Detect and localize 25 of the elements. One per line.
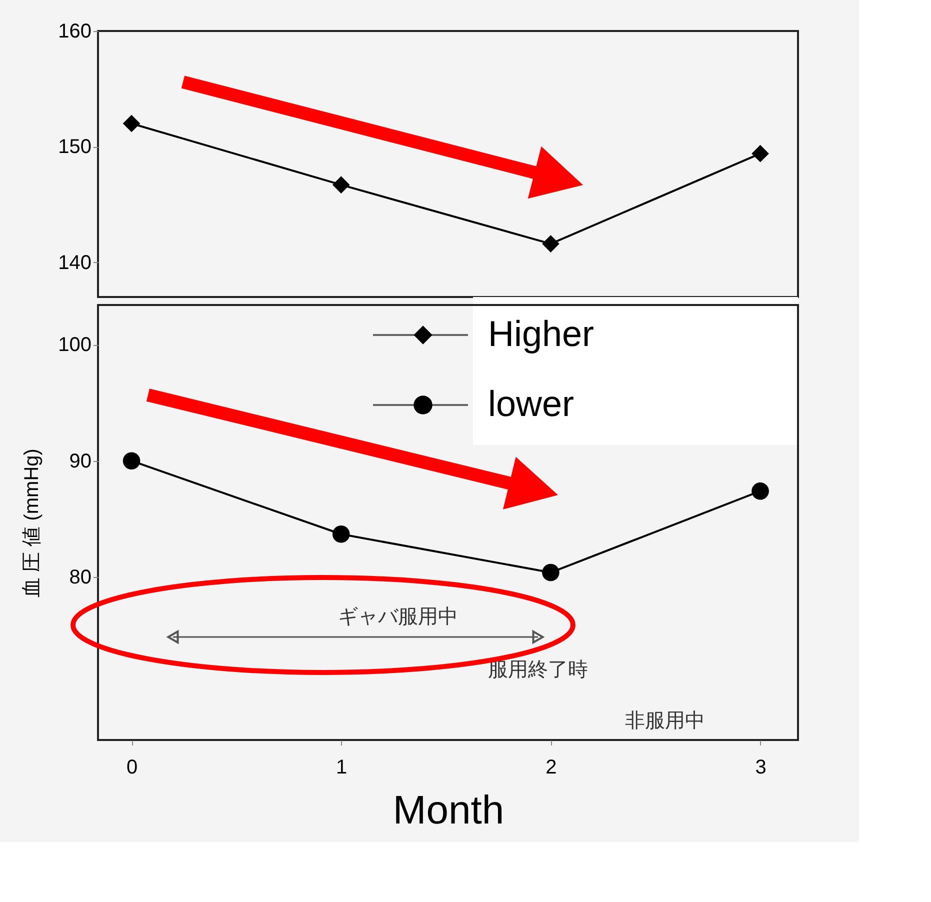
point <box>332 525 350 543</box>
point <box>122 114 140 132</box>
y-tick-label: 150 <box>58 136 92 158</box>
y-axis-title: 血 圧 値 (mmHg) <box>21 448 44 598</box>
x-tick-label: 2 <box>546 756 557 778</box>
x-tick-label: 3 <box>755 756 766 778</box>
y-tick-label: 140 <box>58 252 92 274</box>
x-axis-title: Month <box>392 788 504 832</box>
point <box>542 564 560 582</box>
legend-label: lower <box>488 383 574 424</box>
x-tick-label: 0 <box>126 756 138 778</box>
annotation: ギャバ服用中 <box>338 604 458 628</box>
point <box>122 452 140 470</box>
point <box>542 235 560 252</box>
point <box>752 482 769 500</box>
y-tick-label: 80 <box>69 566 92 589</box>
y-tick-label: 90 <box>69 450 92 472</box>
point <box>752 144 769 162</box>
annotation: 服用終了時 <box>488 657 588 681</box>
y-tick-label: 160 <box>58 20 92 42</box>
y-tick-label: 100 <box>58 334 92 356</box>
x-tick-label: 1 <box>336 756 348 778</box>
point <box>332 176 350 194</box>
annotation: 非服用中 <box>625 708 705 732</box>
legend-label: Higher <box>488 313 594 354</box>
